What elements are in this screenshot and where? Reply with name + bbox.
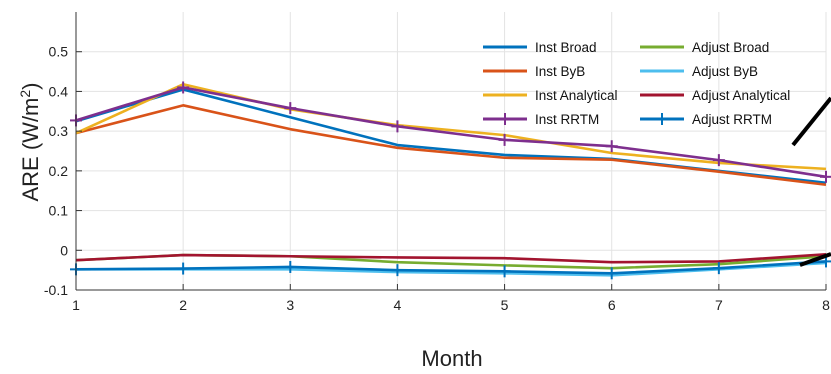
- series-line: [75, 260, 827, 275]
- y-tick-label: 0.3: [49, 123, 69, 139]
- series-3: [70, 81, 831, 183]
- y-tick-label: 0.4: [49, 83, 69, 99]
- legend-label: Inst RRTM: [535, 112, 599, 127]
- y-axis-label-close: ): [18, 82, 43, 89]
- data-point-marker: [284, 102, 297, 115]
- data-point-marker: [712, 154, 725, 167]
- axes: [75, 12, 827, 291]
- legend-entry: Adjust Analytical: [640, 88, 790, 103]
- y-axis-label-superscript: 2: [17, 90, 33, 98]
- series-line: [75, 104, 827, 187]
- series-line: [75, 252, 827, 264]
- legend-entry: Inst Analytical: [483, 88, 618, 103]
- y-tick-label: 0.2: [49, 163, 69, 179]
- data-point-marker: [177, 262, 190, 275]
- x-tick-label: 6: [608, 297, 616, 313]
- series-line: [75, 86, 827, 179]
- legend-label: Adjust Broad: [692, 40, 769, 55]
- x-tick-label: 8: [822, 297, 830, 313]
- legend: Inst Broad Inst ByB Inst Analytical Inst RR…: [483, 40, 790, 127]
- x-tick-label: 1: [72, 297, 80, 313]
- zoom-connector-upper: [791, 96, 831, 147]
- legend-entry: Adjust ByB: [640, 64, 758, 79]
- tick-labels: 1 2 3 4 5 6 7 8 -0.1 0 0.1 0.2 0.3 0.4 0.5: [44, 44, 830, 313]
- data-point-marker: [391, 120, 404, 133]
- x-tick-label: 7: [715, 297, 723, 313]
- y-axis-label-main: ARE (W/m: [18, 98, 43, 202]
- legend-entry: Inst RRTM: [483, 112, 599, 127]
- legend-entry: Inst Broad: [483, 40, 597, 55]
- y-tick-label: -0.1: [44, 282, 68, 298]
- data-point-marker: [605, 267, 618, 280]
- y-tick-label: 0: [60, 242, 68, 258]
- x-tick-label: 3: [286, 297, 294, 313]
- legend-label: Adjust ByB: [692, 64, 758, 79]
- y-tick-label: 0.1: [49, 203, 69, 219]
- data-point-marker: [498, 265, 511, 278]
- data-point-marker: [605, 140, 618, 153]
- y-axis-label: ARE (W/m2): [17, 82, 43, 201]
- x-tick-label: 2: [179, 297, 187, 313]
- legend-entry: Inst ByB: [483, 64, 585, 79]
- data-point-marker: [284, 260, 297, 273]
- legend-label: Inst ByB: [535, 64, 585, 79]
- data-point-marker: [391, 264, 404, 277]
- legend-label: Adjust RRTM: [692, 112, 772, 127]
- legend-entry: Adjust Broad: [640, 40, 769, 55]
- overlay-marks: [791, 96, 831, 267]
- legend-label: Inst Analytical: [535, 88, 618, 103]
- zoom-connector-lower: [799, 252, 831, 267]
- data-point-marker: [177, 81, 190, 94]
- legend-entry: Adjust RRTM: [640, 112, 772, 127]
- legend-marker: [656, 113, 668, 125]
- legend-label: Adjust Analytical: [692, 88, 790, 103]
- y-tick-label: 0.5: [49, 44, 69, 60]
- legend-marker: [499, 113, 511, 125]
- x-axis-label: Month: [421, 346, 482, 371]
- data-point-marker: [820, 170, 831, 183]
- series-line: [75, 82, 827, 171]
- data-point-marker: [498, 133, 511, 146]
- x-tick-label: 4: [394, 297, 402, 313]
- data-point-marker: [712, 262, 725, 275]
- x-tick-label: 5: [501, 297, 509, 313]
- legend-label: Inst Broad: [535, 40, 597, 55]
